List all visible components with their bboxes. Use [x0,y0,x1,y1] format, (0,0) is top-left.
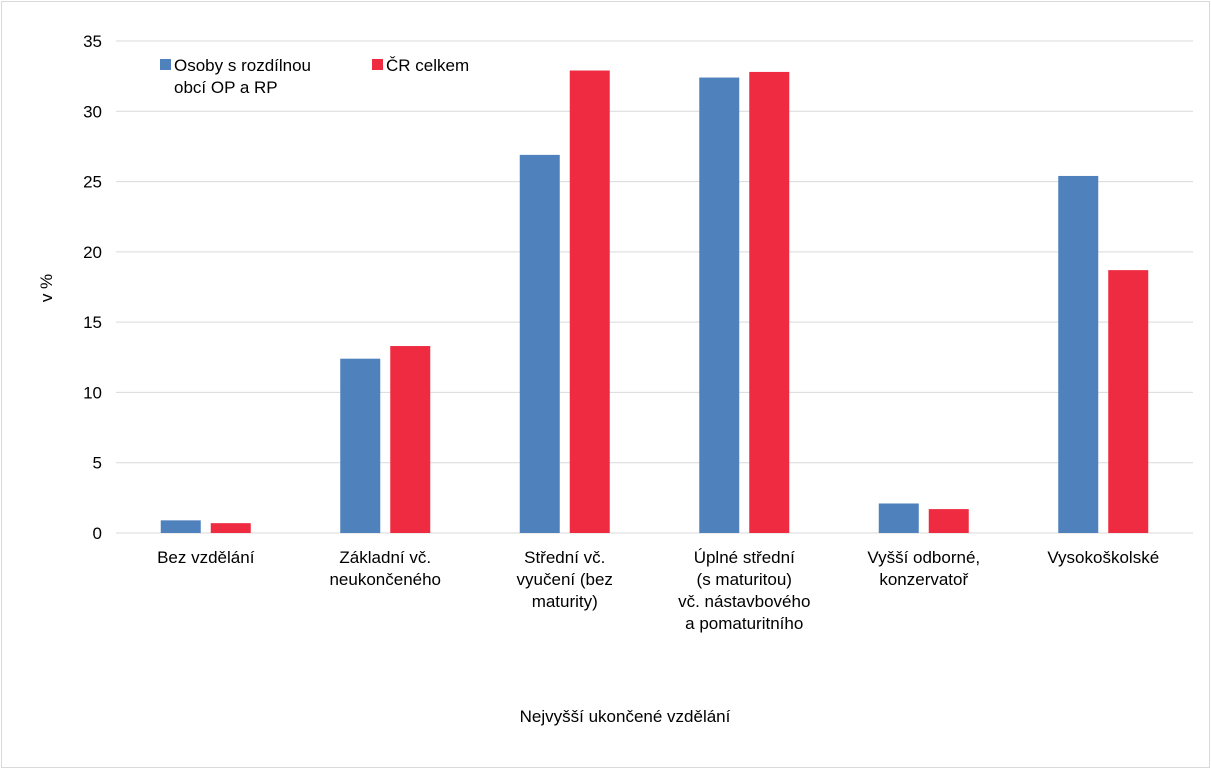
bar-series-2-cat-5 [928,509,969,533]
y-tick-label: 10 [83,383,102,402]
bar-series-1-cat-1 [160,520,201,533]
x-category-label-line: Vyšší odborné, [867,548,980,567]
legend-swatch [160,59,171,70]
grid-lines [116,40,1193,534]
x-category-label-line: vč. nástavbového [678,592,810,611]
y-axis-title: v % [37,274,56,302]
bars [160,70,1149,534]
y-tick-labels: 0 5 10 15 20 25 30 35 [83,32,102,543]
bar-series-1-cat-3 [519,154,560,533]
x-category-label: Bez vzdělání [157,548,255,567]
bar-series-2-cat-6 [1108,270,1149,533]
y-tick-label: 5 [93,454,102,473]
bar-series-1-cat-4 [699,77,740,533]
bar-series-2-cat-2 [390,346,431,533]
x-category-label: Úplné střední (s maturitou) vč. nástavbové… [678,548,810,633]
x-category-label: Vyšší odborné, konzervatoř [867,548,980,589]
legend-swatch [372,59,383,70]
y-tick-label: 20 [83,243,102,262]
bar-series-2-cat-4 [749,71,790,533]
y-tick-label: 0 [93,524,102,543]
legend-label: Osoby s rozdílnou obcí OP a RP [174,56,311,97]
y-tick-label: 30 [83,102,102,121]
y-tick-label: 35 [83,32,102,51]
y-tick-label: 25 [83,173,102,192]
x-axis-title: Nejvyšší ukončené vzdělání [520,707,731,726]
bar-series-2-cat-3 [569,70,610,534]
x-category-label-line: vyučení (bez [517,570,613,589]
x-category-label: Střední vč. vyučení (bez maturity) [517,548,613,611]
bar-series-1-cat-6 [1058,175,1099,533]
x-category-label-line: maturity) [532,592,598,611]
x-category-label-line: Bez vzdělání [157,548,255,567]
x-category-label: Vysokoškolské [1047,548,1159,567]
bar-series-2-cat-1 [210,523,251,533]
legend-label-line: Osoby s rozdílnou [174,56,311,75]
x-category-label-line: (s maturitou) [697,570,792,589]
x-category-label-line: neukončeného [329,570,441,589]
x-category-label-line: Vysokoškolské [1047,548,1159,567]
x-category-label-line: a pomaturitního [685,614,803,633]
x-category-label-line: Základní vč. [339,548,431,567]
x-category-labels: Bez vzdělání Základní vč. neukončeného Stře… [157,548,1159,633]
bar-series-1-cat-5 [878,503,919,533]
bar-series-1-cat-2 [340,358,381,533]
x-category-label-line: Úplné střední [694,548,795,567]
legend-label-line: obcí OP a RP [174,78,278,97]
legend-label-line: ČR celkem [386,56,469,75]
x-category-label-line: Střední vč. [524,548,605,567]
y-tick-label: 15 [83,313,102,332]
x-category-label: Základní vč. neukončeného [329,548,441,589]
legend: Osoby s rozdílnou obcí OP a RP ČR celkem [160,56,469,97]
x-category-label-line: konzervatoř [879,570,968,589]
legend-label: ČR celkem [386,56,469,75]
